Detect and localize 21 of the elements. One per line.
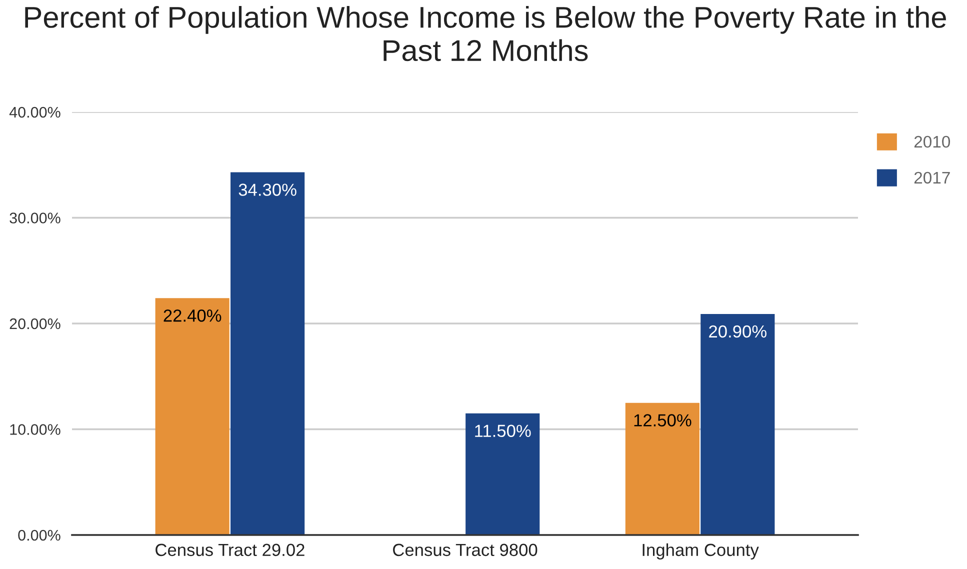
legend-label: 2017 [914,172,950,184]
x-tick-label: Census Tract 9800 [393,544,538,556]
data-label: 22.40% [164,309,222,322]
bar [625,402,700,535]
data-label: 34.30% [238,184,296,196]
legend-label: 2010 [914,136,950,148]
x-tick-label: Census Tract 29.02 [156,544,304,556]
y-tick-label: 0.00% [18,530,60,541]
data-label: 20.90% [709,325,766,338]
data-label: 11.50% [475,424,531,438]
x-tick-label: Ingham County [642,543,759,560]
bar [155,298,230,535]
chart-title: Percent of Population Whose Income is Below the Poverty Rate in the Past 12 Months [25,6,946,62]
bar [466,413,540,535]
y-tick-label: 40.00% [9,106,60,118]
y-tick-label: 20.00% [10,318,60,330]
bar [230,172,305,535]
y-tick-label: 30.00% [10,212,60,224]
bar [700,314,775,535]
data-label: 12.50% [634,414,692,426]
y-tick-label: 10.00% [10,424,60,435]
